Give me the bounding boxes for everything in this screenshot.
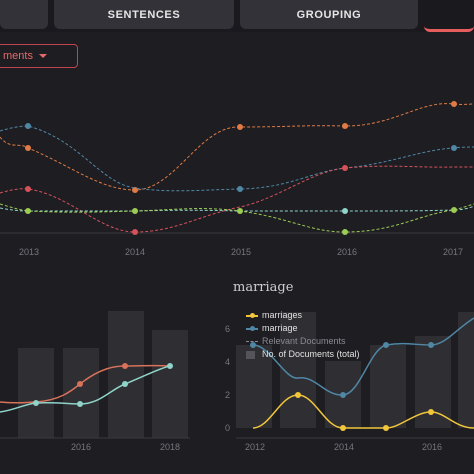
top-point <box>25 123 31 129</box>
legend-label: Relevant Documents <box>262 336 346 346</box>
x-tick: 2012 <box>245 442 266 452</box>
tab-sentences[interactable]: SENTENCES <box>54 0 234 29</box>
x-tick: 2016 <box>422 442 443 452</box>
x-tick: 2016 <box>71 442 92 452</box>
legend-label: marriage <box>262 323 298 333</box>
top-point <box>342 123 348 129</box>
bl-point <box>122 381 128 387</box>
br-point <box>295 392 301 398</box>
legend-box-swatch <box>246 351 255 359</box>
top-series-teal <box>0 205 474 212</box>
top-series-green <box>0 203 474 233</box>
br-point <box>340 425 346 431</box>
legend-dot <box>250 313 255 318</box>
bar <box>370 345 406 428</box>
x-tick: 2018 <box>160 442 181 452</box>
br-point <box>383 425 389 431</box>
dropdown-label: ments <box>3 50 33 62</box>
top-point <box>451 101 457 107</box>
top-point <box>25 186 31 192</box>
bl-point <box>77 401 83 407</box>
top-point <box>237 208 243 214</box>
x-tick: 2016 <box>337 247 358 257</box>
bl-point <box>167 363 173 369</box>
top-point <box>132 187 138 193</box>
chart-title: marriage <box>233 280 294 295</box>
x-tick: 2017 <box>443 247 464 257</box>
y-tick: 0 <box>225 423 231 433</box>
chart-legend: marriages marriage Relevant Documents No… <box>246 309 360 361</box>
top-point <box>132 229 138 235</box>
x-tick: 2015 <box>231 247 252 257</box>
top-series-red <box>0 165 474 233</box>
bar <box>458 312 474 428</box>
chevron-down-icon <box>38 54 47 58</box>
bar <box>18 348 54 438</box>
legend-dash-swatch <box>246 341 258 342</box>
top-point <box>342 165 348 171</box>
bar <box>152 330 188 438</box>
legend-dot <box>250 326 255 331</box>
top-point <box>342 229 348 235</box>
legend-item-total[interactable]: No. of Documents (total) <box>246 348 360 361</box>
y-tick: 4 <box>225 357 231 367</box>
top-series-blue <box>0 125 474 192</box>
tab-active[interactable] <box>424 0 474 32</box>
x-tick: 2014 <box>125 247 146 257</box>
top-point <box>237 124 243 130</box>
bar <box>280 312 316 428</box>
top-point <box>451 207 457 213</box>
tab-grouping[interactable]: GROUPING <box>240 0 418 29</box>
top-point <box>451 145 457 151</box>
bl-point <box>122 363 128 369</box>
br-point <box>428 409 434 415</box>
y-tick: 6 <box>225 324 231 334</box>
br-point <box>250 342 256 348</box>
legend-item-marriages[interactable]: marriages <box>246 309 360 322</box>
legend-label: marriages <box>262 310 303 320</box>
top-point <box>237 186 243 192</box>
br-point <box>340 392 346 398</box>
legend-item-marriage[interactable]: marriage <box>246 322 360 335</box>
top-point <box>25 145 31 151</box>
bl-point <box>33 400 39 406</box>
x-tick: 2014 <box>334 442 355 452</box>
top-point <box>342 208 348 214</box>
x-tick: 2013 <box>19 247 40 257</box>
legend-label: No. of Documents (total) <box>262 349 360 359</box>
bar <box>108 311 144 438</box>
y-tick: 2 <box>225 390 231 400</box>
br-point <box>428 342 434 348</box>
bar <box>63 348 99 438</box>
legend-item-relevant[interactable]: Relevant Documents <box>246 335 360 348</box>
tab-bar: SENTENCES GROUPING <box>0 0 474 32</box>
top-point <box>25 208 31 214</box>
document-type-dropdown[interactable]: ments <box>0 44 78 68</box>
br-point <box>383 342 389 348</box>
top-point <box>132 208 138 214</box>
bl-point <box>77 381 83 387</box>
tab-previous[interactable] <box>0 0 48 29</box>
